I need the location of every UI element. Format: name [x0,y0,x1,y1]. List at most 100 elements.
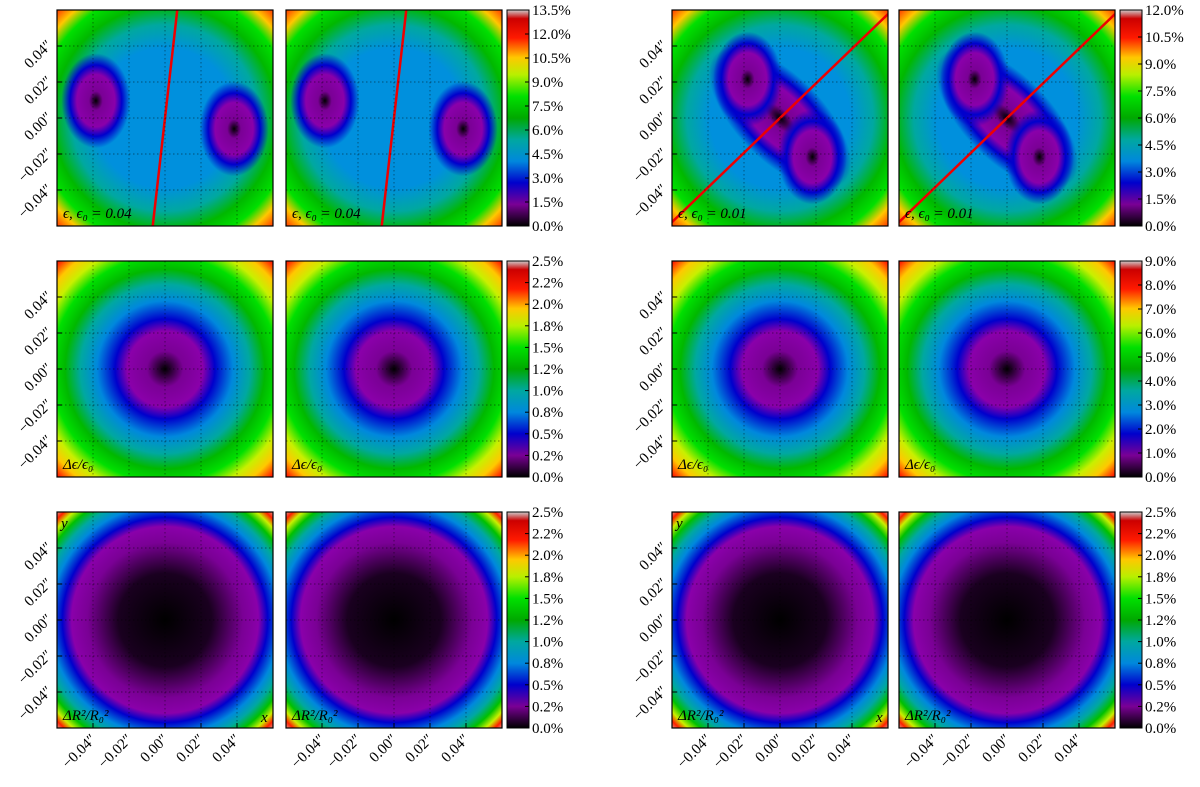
panel-label: ΔR²/R₀² [677,708,724,724]
direction-line [899,13,1115,224]
x-tick-label: 0.00″ [367,732,401,766]
colorbar-tick-label: 13.5% [532,3,571,19]
colorbar-tick-label: 1.0% [1145,635,1176,651]
y-tick-label: 0.04″ [637,540,671,574]
panel-label: ϵ, ϵ₀ = 0.01 [678,206,747,222]
panel-label: ΔR²/R₀² [904,708,951,724]
colorbar-tick-label: 3.0% [1145,398,1176,414]
colorbar-tick-label: 8.0% [1145,278,1176,294]
y-tick-label: −0.04″ [631,433,671,473]
colorbar-tick-label: 2.0% [532,548,563,564]
colorbar-tick-label: 4.5% [532,147,563,163]
colorbar-tick-label: 0.8% [1145,656,1176,672]
x-axis-label: x [260,710,268,726]
y-tick-label: 0.04″ [22,289,56,323]
x-tick-label: 0.02″ [1016,732,1050,766]
colorbar-tick-label: 1.8% [532,570,563,586]
colorbar-tick-label: 5.0% [1145,350,1176,366]
colorbar-tick-label: 2.0% [1145,422,1176,438]
colorbar-tick-label: 1.5% [1145,591,1176,607]
x-tick-label: −0.04″ [60,732,100,772]
x-tick-label: −0.04″ [675,732,715,772]
panel-label: ΔR²/R₀² [62,708,109,724]
y-tick-label: −0.02″ [16,397,56,437]
colorbar-tick-label: 0.2% [532,448,563,464]
colorbar-tick-label: 0.0% [532,470,563,486]
y-tick-label: −0.04″ [16,684,56,724]
x-tick-label: 0.02″ [403,732,437,766]
colorbar-tick-label: 2.2% [1145,527,1176,543]
x-tick-label: 0.04″ [825,732,859,766]
colorbar-tick-label: 9.0% [1145,57,1176,73]
colorbar-tick-label: 1.5% [1145,192,1176,208]
colorbar-tick-label: 7.5% [532,99,563,115]
colorbar-tick-label: 7.5% [1145,84,1176,100]
panel-label: ϵ, ϵ₀ = 0.01 [905,206,974,222]
colorbar [506,9,530,227]
colorbar-tick-label: 1.8% [532,319,563,335]
x-tick-label: −0.02″ [325,732,365,772]
colorbar-tick-label: 1.5% [532,195,563,211]
colorbar-tick-label: 0.0% [1145,470,1176,486]
y-tick-label: 0.02″ [22,576,56,610]
x-tick-label: 0.00″ [753,732,787,766]
colorbar-tick-label: 1.2% [532,613,563,629]
y-tick-label: 0.02″ [637,576,671,610]
blob [290,53,360,149]
colorbar-tick-label: 1.2% [532,362,563,378]
y-tick-label: −0.04″ [16,182,56,222]
colorbar [1119,260,1143,478]
y-tick-label: 0.02″ [637,325,671,359]
x-tick-label: 0.00″ [980,732,1014,766]
colorbar-tick-label: 4.0% [1145,374,1176,390]
y-tick-label: −0.04″ [631,182,671,222]
x-tick-label: 0.00″ [138,732,172,766]
colorbar-tick-label: 4.5% [1145,138,1176,154]
colorbar-tick-label: 0.0% [1145,721,1176,737]
panel-label: Δϵ/ϵ₀ [62,457,93,473]
colorbar-tick-label: 2.0% [532,297,563,313]
x-tick-label: 0.02″ [174,732,208,766]
colorbar-tick-label: 1.5% [532,591,563,607]
colorbar-tick-label: 9.0% [1145,254,1176,270]
colorbar-tick-label: 6.0% [1145,326,1176,342]
panel-frame [898,9,1116,227]
y-axis-label: y [674,516,683,532]
colorbar-tick-label: 3.0% [1145,165,1176,181]
colorbar-tick-label: 2.5% [1145,505,1176,521]
y-tick-label: −0.02″ [16,146,56,186]
y-tick-label: 0.00″ [637,361,671,395]
y-tick-label: 0.00″ [22,361,56,395]
colorbar-tick-label: 6.0% [1145,111,1176,127]
panel-frame [285,260,503,478]
panel-frame [285,9,503,227]
y-tick-label: 0.04″ [22,540,56,574]
colorbar-tick-label: 1.0% [532,635,563,651]
blob [61,53,131,149]
y-tick-label: −0.02″ [631,397,671,437]
colorbar-tick-label: 0.5% [1145,678,1176,694]
x-axis-label: x [875,710,883,726]
blob [940,31,1010,127]
y-tick-label: 0.02″ [22,325,56,359]
colorbar-tick-label: 0.5% [532,427,563,443]
y-tick-label: −0.02″ [631,146,671,186]
y-tick-label: 0.00″ [637,612,671,646]
direction-line [672,13,888,224]
blob [428,81,498,177]
blob [713,31,783,127]
colorbar-tick-label: 0.2% [532,699,563,715]
y-tick-label: 0.04″ [637,289,671,323]
colorbar-tick-label: 0.5% [532,678,563,694]
blob [777,109,847,205]
colorbar-tick-label: 1.2% [1145,613,1176,629]
panel-frame [898,260,1116,478]
y-tick-label: 0.04″ [22,38,56,72]
panel-label: Δϵ/ϵ₀ [291,457,322,473]
colorbar-tick-label: 1.0% [532,384,563,400]
x-tick-label: −0.02″ [711,732,751,772]
colorbar-tick-label: 10.5% [1145,30,1184,46]
y-tick-label: −0.04″ [16,433,56,473]
x-tick-label: −0.02″ [96,732,136,772]
